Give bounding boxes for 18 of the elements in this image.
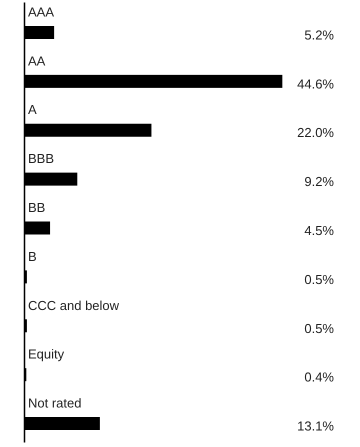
data-label: 0.4% <box>304 370 334 385</box>
data-label: 0.5% <box>304 272 334 287</box>
y-tick-label: AAA <box>28 4 54 20</box>
data-label: 4.5% <box>304 223 334 238</box>
y-tick-label: A <box>28 102 37 118</box>
y-tick-label: AA <box>28 53 46 68</box>
data-label: 13.1% <box>297 418 334 434</box>
data-label: 44.6% <box>297 76 334 92</box>
y-tick-label: B <box>28 248 37 264</box>
y-tick-label: CCC and below <box>28 298 120 313</box>
y-tick-label: BBB <box>28 151 54 166</box>
data-label: 9.2% <box>304 174 334 190</box>
y-tick-label: Equity <box>28 346 65 362</box>
data-label: 5.2% <box>304 27 334 42</box>
data-label: 22.0% <box>297 125 334 140</box>
y-tick-label: Not rated <box>28 396 82 411</box>
y-tick-label: BB <box>28 200 46 215</box>
data-label: 0.5% <box>304 320 334 336</box>
